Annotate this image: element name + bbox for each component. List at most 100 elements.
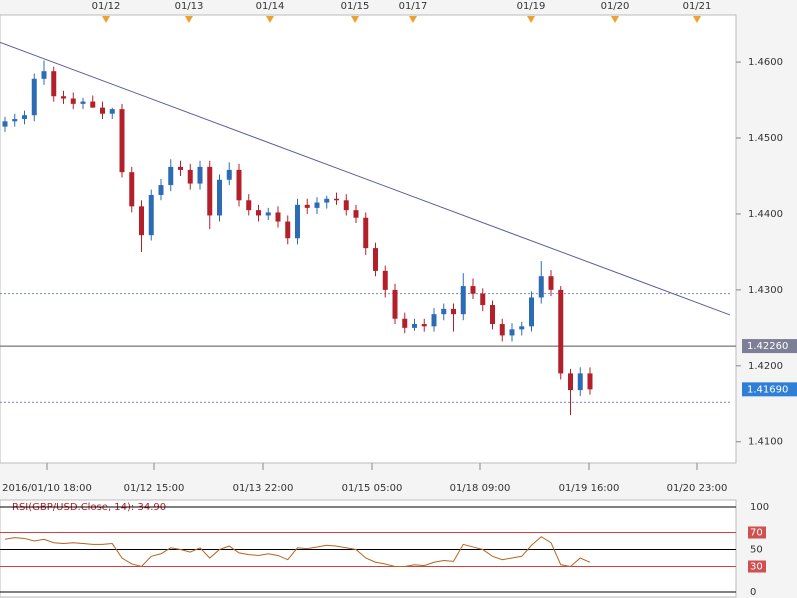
candle-body: [207, 166, 213, 216]
candle-body: [148, 194, 154, 236]
event-marker: [266, 16, 274, 23]
candle-body: [31, 78, 37, 116]
rsi-label-box: [748, 526, 766, 539]
candle-body: [129, 172, 135, 207]
event-date: 01/17: [399, 1, 428, 12]
candle-body: [109, 109, 115, 114]
price-label: 1.42260: [747, 341, 788, 352]
trend-line: [0, 41, 731, 316]
candle-body: [12, 119, 18, 122]
candle-body: [568, 373, 573, 391]
rsi-tick-label: 0: [750, 587, 756, 598]
candle-body: [246, 200, 252, 211]
candle-body: [80, 101, 86, 104]
candle-body: [217, 179, 222, 216]
event-date: 01/19: [517, 1, 546, 12]
rsi-tick-label: 50: [750, 545, 763, 556]
event-marker: [409, 16, 417, 23]
candle-body: [178, 166, 183, 170]
y-tick-label: 1.4500: [748, 133, 783, 144]
candle-body: [441, 308, 447, 315]
candle-body: [324, 198, 330, 203]
candle-body: [460, 286, 466, 315]
candle-body: [197, 166, 203, 184]
rsi-panel: [0, 499, 737, 598]
candle-body: [538, 276, 544, 298]
event-marker: [351, 16, 359, 23]
candle-body: [139, 206, 144, 236]
candle-body: [304, 204, 310, 208]
candle-body: [256, 210, 261, 216]
event-marker: [693, 16, 701, 23]
event-date: 01/21: [683, 1, 712, 12]
candle-body: [431, 314, 437, 327]
x-tick-label: 2016/01/10 18:00: [2, 483, 92, 494]
candle-body: [353, 210, 359, 218]
candle-body: [373, 248, 378, 271]
candle-body: [314, 202, 320, 208]
candle-body: [499, 324, 505, 336]
candle-body: [51, 71, 57, 97]
candle-body: [285, 221, 291, 239]
price-label-box: [742, 339, 797, 354]
x-tick-label: 01/13 22:00: [233, 483, 294, 494]
candle-body: [90, 101, 96, 108]
candle-body: [421, 324, 427, 327]
candle-body: [343, 200, 349, 211]
event-date: 01/14: [256, 1, 285, 12]
x-tick-label: 01/19 16:00: [559, 483, 620, 494]
y-tick-label: 1.4200: [748, 361, 783, 372]
event-date: 01/20: [601, 1, 630, 12]
rsi-tick-label: 70: [750, 528, 763, 539]
candle-body: [577, 373, 583, 391]
candle-body: [519, 326, 525, 330]
candle-body: [61, 96, 66, 99]
y-tick-label: 1.4300: [748, 285, 783, 296]
candle-body: [587, 373, 593, 390]
candle-body: [158, 185, 164, 195]
candle-body: [119, 109, 125, 173]
rsi-tick-label: 30: [750, 562, 763, 573]
x-tick-label: 01/12 15:00: [124, 483, 185, 494]
candle-body: [236, 169, 242, 201]
candle-body: [402, 318, 408, 328]
event-marker: [611, 16, 619, 23]
rsi-label-box: [748, 560, 766, 573]
candle-body: [100, 107, 105, 114]
candle-body: [187, 169, 193, 184]
candle-body: [265, 212, 271, 216]
x-tick-label: 01/15 05:00: [342, 483, 403, 494]
rsi-line: [4, 536, 591, 568]
x-tick-label: 01/20 23:00: [667, 483, 728, 494]
candle-body: [451, 308, 456, 315]
candle-body: [363, 217, 369, 249]
candle-body: [226, 169, 232, 180]
event-date: 01/15: [341, 1, 370, 12]
candle-body: [70, 98, 76, 104]
candle-body: [334, 198, 339, 201]
y-tick-label: 1.4400: [748, 209, 783, 220]
candle-body: [22, 115, 27, 120]
candle-body: [41, 71, 47, 79]
candle-body: [275, 212, 281, 222]
candle-body: [295, 204, 300, 239]
candle-body: [168, 166, 174, 186]
candle-body: [412, 324, 417, 328]
candle-body: [480, 293, 486, 306]
candle-body: [470, 286, 476, 294]
candle-body: [548, 276, 554, 290]
candle-body: [529, 297, 534, 327]
candle-body: [392, 289, 398, 319]
candle-body: [382, 270, 388, 290]
y-tick-label: 1.4100: [748, 437, 783, 448]
event-date: 01/12: [92, 1, 121, 12]
candle-body: [490, 305, 495, 325]
event-marker: [185, 16, 193, 23]
y-tick-label: 1.4600: [748, 57, 783, 68]
candle-body: [509, 329, 515, 336]
x-tick-label: 01/18 09:00: [450, 483, 511, 494]
event-marker: [102, 16, 110, 23]
rsi-tick-label: 100: [750, 502, 769, 513]
price-label: 1.41690: [747, 384, 788, 395]
